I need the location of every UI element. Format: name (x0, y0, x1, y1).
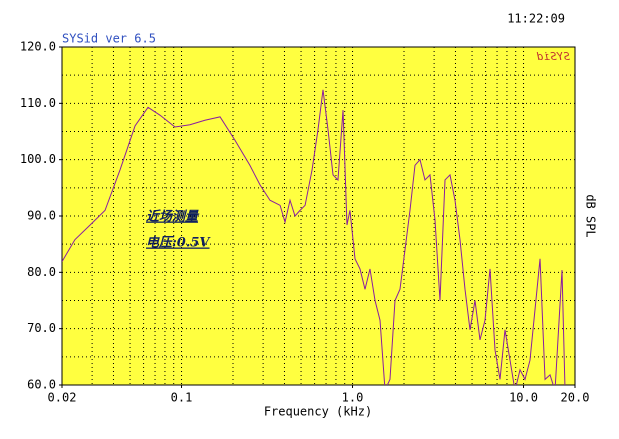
y-tick-label: 120.0 (20, 40, 56, 54)
x-axis-label: Frequency (kHz) (264, 405, 372, 419)
x-tick-label: 10.0 (509, 391, 538, 405)
y-tick-label: 90.0 (27, 209, 56, 223)
y-tick-label: 70.0 (27, 321, 56, 335)
chart-title: SYSid ver 6.5 (62, 32, 156, 46)
x-tick-label: 20.0 (561, 391, 590, 405)
watermark: SYSid (537, 50, 570, 63)
y-axis-label: dB SPL (584, 194, 598, 237)
plot-clip (62, 89, 566, 385)
x-tick-label: 0.1 (171, 391, 193, 405)
data-line (62, 89, 566, 385)
y-tick-label: 110.0 (20, 96, 56, 110)
y-tick-label: 80.0 (27, 265, 56, 279)
y-tick-label: 60.0 (27, 378, 56, 392)
annotation: 近场测量 (146, 209, 200, 225)
annotation: 电压:0.5V (146, 235, 211, 251)
time: 11:22:09 (507, 12, 565, 26)
x-tick-label: 0.02 (48, 391, 77, 405)
y-tick-label: 100.0 (20, 152, 56, 166)
x-tick-label: 1.0 (342, 391, 364, 405)
